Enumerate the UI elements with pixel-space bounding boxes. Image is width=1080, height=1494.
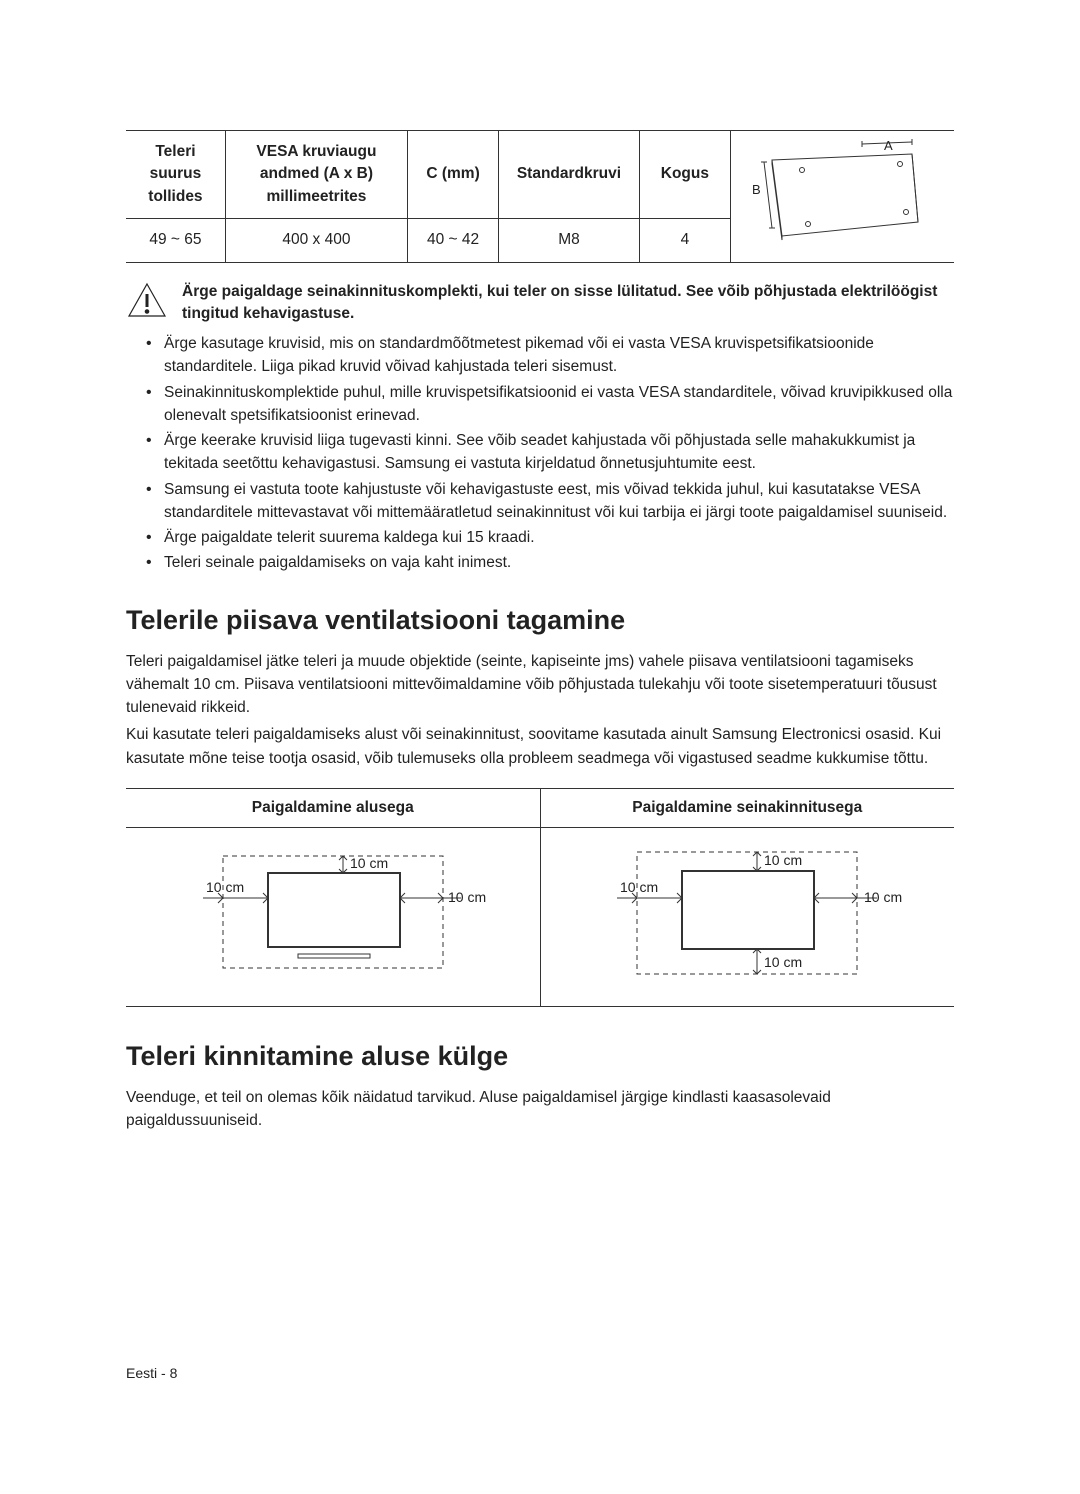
cell-vesa: 400 x 400 <box>225 219 407 262</box>
ventilation-p1: Teleri paigaldamisel jätke teleri ja muu… <box>126 650 954 720</box>
list-item: Ärge keerake kruvisid liiga tugevasti ki… <box>146 429 954 476</box>
col-qty: Kogus <box>639 131 730 219</box>
warning-bullets: Ärge kasutage kruvisid, mis on standardm… <box>126 332 954 575</box>
vesa-diagram: A B <box>742 138 942 248</box>
col-screw: Standardkruvi <box>499 131 640 219</box>
cell-screw: M8 <box>499 219 640 262</box>
install-table: Paigaldamine alusega Paigaldamine seinak… <box>126 788 954 1007</box>
ventilation-heading: Telerile piisava ventilatsiooni tagamine <box>126 601 954 640</box>
svg-text:10 cm: 10 cm <box>206 879 244 895</box>
install-wall-diagram-cell: 10 cm 10 cm 10 cm 10 cm <box>540 828 954 1006</box>
col-c: C (mm) <box>408 131 499 219</box>
page-footer: Eesti - 8 <box>126 1363 954 1383</box>
mount-heading: Teleri kinnitamine aluse külge <box>126 1037 954 1076</box>
warning-text: Ärge paigaldage seinakinnituskomplekti, … <box>182 281 954 326</box>
col-vesa: VESA kruviaugu andmed (A x B) millimeetr… <box>225 131 407 219</box>
svg-text:10 cm: 10 cm <box>448 889 486 905</box>
list-item: Samsung ei vastuta toote kahjustuste või… <box>146 478 954 525</box>
vesa-diagram-cell: A B <box>730 131 954 263</box>
label-a: A <box>884 138 893 153</box>
table-header-row: Teleri suurus tollides VESA kruviaugu an… <box>126 131 954 219</box>
svg-text:10 cm: 10 cm <box>764 852 802 868</box>
list-item: Ärge paigaldate telerit suurema kaldega … <box>146 526 954 549</box>
svg-text:10 cm: 10 cm <box>764 954 802 970</box>
mount-p1: Veenduge, et teil on olemas kõik näidatu… <box>126 1086 954 1133</box>
spec-table: Teleri suurus tollides VESA kruviaugu an… <box>126 130 954 263</box>
svg-text:10 cm: 10 cm <box>620 879 658 895</box>
label-b: B <box>752 182 761 197</box>
list-item: Seinakinnituskomplektide puhul, mille kr… <box>146 381 954 428</box>
list-item: Ärge kasutage kruvisid, mis on standardm… <box>146 332 954 379</box>
install-header-wall: Paigaldamine seinakinnitusega <box>540 788 954 827</box>
stand-diagram: 10 cm 10 cm 10 cm <box>163 838 503 988</box>
svg-text:10 cm: 10 cm <box>864 889 902 905</box>
cell-c: 40 ~ 42 <box>408 219 499 262</box>
list-item: Teleri seinale paigaldamiseks on vaja ka… <box>146 551 954 574</box>
cell-qty: 4 <box>639 219 730 262</box>
warning-block: Ärge paigaldage seinakinnituskomplekti, … <box>126 281 954 326</box>
wall-diagram: 10 cm 10 cm 10 cm 10 cm <box>577 838 917 988</box>
install-stand-diagram-cell: 10 cm 10 cm 10 cm <box>126 828 540 1006</box>
col-size: Teleri suurus tollides <box>126 131 225 219</box>
ventilation-p2: Kui kasutate teleri paigaldamiseks alust… <box>126 723 954 770</box>
install-header-stand: Paigaldamine alusega <box>126 788 540 827</box>
svg-text:10 cm: 10 cm <box>350 855 388 871</box>
warning-icon <box>126 281 168 326</box>
cell-size: 49 ~ 65 <box>126 219 225 262</box>
